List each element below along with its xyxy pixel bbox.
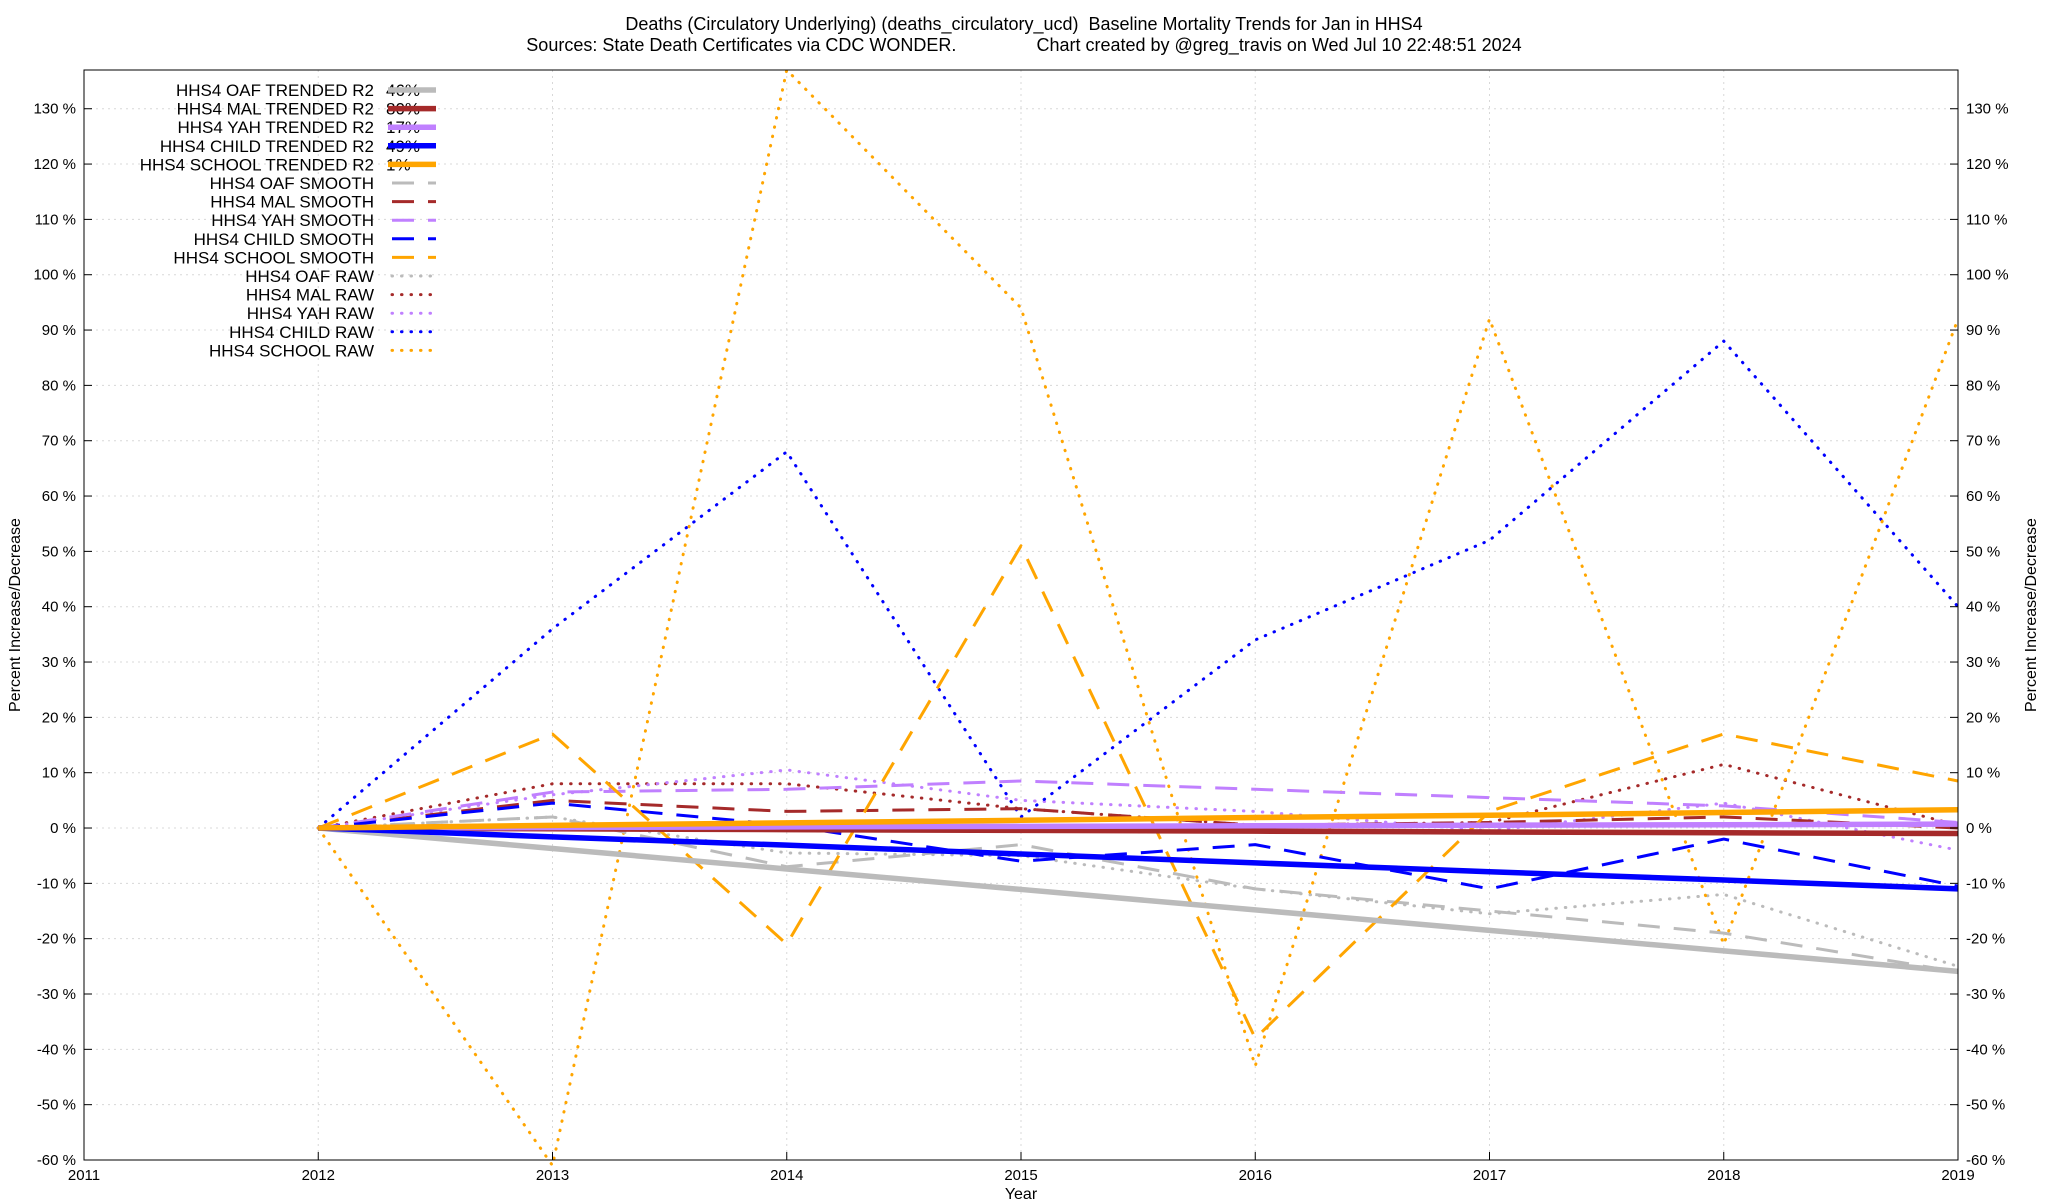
y2-tick-label: -30 % <box>1966 986 2005 1003</box>
legend-label: HHS4 SCHOOL SMOOTH <box>173 248 374 267</box>
y-tick-label: -30 % <box>37 986 76 1003</box>
y2-tick-label: 30 % <box>1966 654 2000 671</box>
legend-label: HHS4 MAL RAW <box>246 286 374 305</box>
y-tick-label: 90 % <box>42 322 76 339</box>
series-line-hhs4-child-smooth <box>318 801 1959 891</box>
y-tick-label: 110 % <box>35 211 76 228</box>
legend-label: HHS4 CHILD RAW <box>229 323 374 342</box>
x-tick-label: 2019 <box>1941 1167 1974 1184</box>
y-tick-label: 30 % <box>42 654 76 671</box>
y-tick-label: -20 % <box>37 931 76 948</box>
y2-tick-label: 60 % <box>1966 488 2000 505</box>
y2-tick-label: -20 % <box>1966 931 2005 948</box>
y2-tick-label: 80 % <box>1966 377 2000 394</box>
y2-tick-label: -50 % <box>1966 1097 2005 1114</box>
y2-tick-label: -40 % <box>1966 1041 2005 1058</box>
y2-tick-label: 20 % <box>1966 709 2000 726</box>
series-line-hhs4-child-trended-r2 <box>318 825 1959 892</box>
axis-ticks: -60 % -60 % -50 % -50 % -40 % -40 % -30 % -30 %… <box>33 101 2008 1184</box>
y-tick-label: 80 % <box>42 377 76 394</box>
y-tick-label: -40 % <box>37 1041 76 1058</box>
series-line-hhs4-child-raw <box>316 339 1960 830</box>
y-tick-label: 120 % <box>33 156 76 173</box>
y-tick-label: -50 % <box>37 1097 76 1114</box>
x-tick-label: 2015 <box>1004 1167 1037 1184</box>
legend-label: HHS4 YAH TRENDED R2 <box>178 118 375 137</box>
y2-tick-label: 0 % <box>1966 820 1992 837</box>
chart-title: Deaths (Circulatory Underlying) (deaths_… <box>625 14 1423 34</box>
y-tick-label: 130 % <box>33 101 76 118</box>
y2-axis-label: Percent Increase/Decrease <box>2023 518 2040 712</box>
series-line-hhs4-yah-smooth <box>318 779 1959 830</box>
series-line-hhs4-oaf-trended-r2 <box>318 825 1959 975</box>
y-tick-label: 20 % <box>42 709 76 726</box>
y2-tick-label: 10 % <box>1966 765 2000 782</box>
legend-label: HHS4 MAL SMOOTH <box>210 193 374 212</box>
legend-label: HHS4 OAF SMOOTH <box>210 174 374 193</box>
series-line-hhs4-school-trended-r2 <box>318 807 1959 831</box>
y2-tick-label: -10 % <box>1966 875 2005 892</box>
y-tick-label: 60 % <box>42 488 76 505</box>
y2-tick-label: 90 % <box>1966 322 2000 339</box>
x-axis-label: Year <box>1005 1186 1038 1200</box>
y-tick-label: 0 % <box>50 820 76 837</box>
legend-label: HHS4 YAH RAW <box>247 304 374 323</box>
y2-tick-label: 40 % <box>1966 599 2000 616</box>
series-line-hhs4-school-raw <box>316 68 1960 1168</box>
series-line-hhs4-yah-raw <box>316 768 1960 852</box>
y-tick-label: 50 % <box>42 543 76 560</box>
series-layer <box>316 68 1960 1168</box>
y2-tick-label: 50 % <box>1966 543 2000 560</box>
y-tick-label: 70 % <box>42 433 76 450</box>
legend-label: HHS4 MAL TRENDED R2 <box>177 100 374 119</box>
legend: HHS4 OAF TRENDED R246%HHS4 MAL TRENDED R… <box>140 81 438 360</box>
y-tick-label: 10 % <box>42 765 76 782</box>
legend-label: HHS4 OAF RAW <box>245 267 374 286</box>
x-tick-label: 2016 <box>1239 1167 1272 1184</box>
y-tick-label: -60 % <box>37 1152 76 1169</box>
y2-tick-label: 70 % <box>1966 433 2000 450</box>
series-line-hhs4-school-smooth <box>317 544 1959 1040</box>
y-tick-label: -10 % <box>37 875 76 892</box>
y-axis-label: Percent Increase/Decrease <box>7 518 24 712</box>
chart-subtitle: Sources: State Death Certificates via CD… <box>526 35 1522 55</box>
x-tick-label: 2013 <box>536 1167 569 1184</box>
y2-tick-label: 110 % <box>1966 211 2007 228</box>
y2-tick-label: 100 % <box>1966 267 2009 284</box>
y-tick-label: 100 % <box>33 267 76 284</box>
legend-label: HHS4 CHILD SMOOTH <box>194 230 374 249</box>
y2-tick-label: 130 % <box>1966 101 2009 118</box>
x-tick-label: 2014 <box>770 1167 803 1184</box>
y2-tick-label: -60 % <box>1966 1152 2005 1169</box>
x-tick-label: 2012 <box>302 1167 335 1184</box>
x-tick-label: 2011 <box>68 1167 100 1184</box>
x-tick-label: 2017 <box>1473 1167 1506 1184</box>
y-tick-label: 40 % <box>42 599 76 616</box>
x-tick-label: 2018 <box>1707 1167 1740 1184</box>
legend-label: HHS4 SCHOOL RAW <box>209 341 374 360</box>
legend-label: HHS4 CHILD TRENDED R2 <box>160 137 374 156</box>
legend-label: HHS4 YAH SMOOTH <box>211 211 374 230</box>
series-line-hhs4-mal-smooth <box>318 798 1959 830</box>
series-line-hhs4-oaf-smooth <box>318 815 1959 974</box>
legend-label: HHS4 OAF TRENDED R2 <box>176 81 374 100</box>
legend-label: HHS4 SCHOOL TRENDED R2 <box>140 155 374 174</box>
y2-tick-label: 120 % <box>1966 156 2009 173</box>
